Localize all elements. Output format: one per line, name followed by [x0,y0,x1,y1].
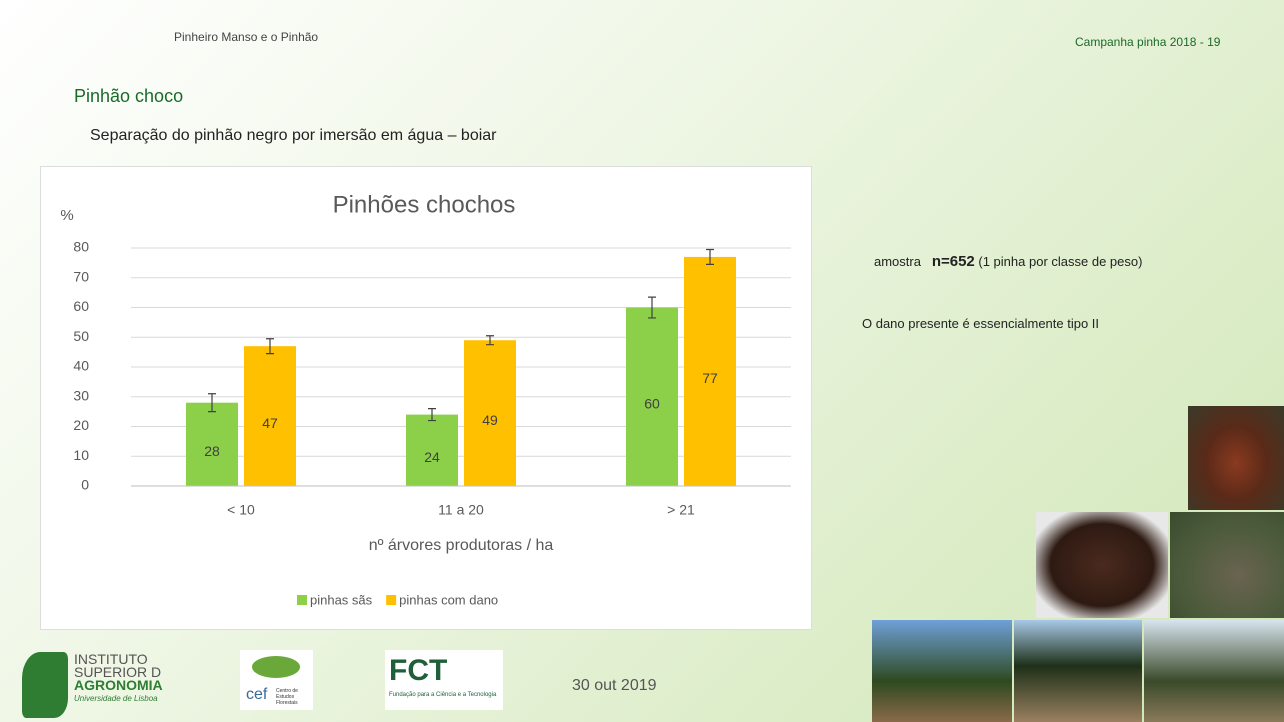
photo [1144,620,1284,722]
text: amostra [874,254,921,269]
text: INSTITUTO [74,651,148,667]
header-right: Campanha pinha 2018 - 19 [1075,35,1221,49]
bar [626,307,678,486]
bar [684,256,736,486]
date: 30 out 2019 [572,677,657,694]
text: Fundação para a Ciência e a Tecnologia [389,692,497,698]
y-tick-label: 40 [73,358,89,374]
x-axis-label: nº árvores produtoras / ha [369,537,554,554]
y-tick-label: 0 [81,477,89,493]
y-tick-label: 20 [73,417,89,433]
data-label: 24 [424,449,440,465]
data-label: 28 [204,443,220,459]
data-label: 77 [702,370,718,386]
x-tick-label: > 21 [667,502,695,518]
text: n=652 [931,253,975,270]
photo [1036,512,1168,618]
legend-label: pinhas sãs [310,592,373,607]
photo [1188,406,1284,510]
y-tick-label: 60 [73,298,89,314]
text: (1 pinha por classe de peso) [978,254,1143,269]
header-left: Pinheiro Manso e o Pinhão [174,30,319,44]
chart-title: Pinhões chochos [333,191,516,218]
photo [872,620,1012,722]
error-bar [428,408,436,422]
data-label: 60 [644,395,660,411]
bar [186,402,238,486]
x-tick-label: < 10 [227,502,255,518]
bar [406,414,458,486]
y-tick-label: 80 [73,239,89,255]
text: AGRONOMIA [74,677,163,693]
logo-fct: FCT Fundação para a Ciência e a Tecnolog… [385,650,503,710]
error-bar [208,393,216,413]
error-bar [648,296,656,319]
y-tick-label: 50 [73,328,89,344]
data-label: 49 [482,412,498,428]
y-tick-label: 70 [73,268,89,284]
y-tick-label: 30 [73,387,89,403]
error-bar [706,248,714,265]
text: SUPERIOR D [74,664,162,680]
y-axis-label: % [60,207,73,224]
data-label: 47 [262,415,278,431]
photo [1014,620,1142,722]
logo-isa-text: INSTITUTO SUPERIOR D AGRONOMIA Universidade… [74,651,163,705]
text: FCT [389,654,448,687]
text: Centro de Estudos Florestais [276,688,298,706]
slide-title: Pinhão choco [74,86,184,106]
sample-note: amostra n=652 (1 pinha por classe de pes… [874,253,1142,270]
bar [464,340,516,486]
error-bar [266,338,274,355]
damage-note: O dano presente é essencialmente tipo II [862,316,1100,331]
legend-label: pinhas com dano [399,592,498,607]
chart: Pinhões chochos % nº árvores produtoras … [40,166,812,630]
photo [1170,512,1284,618]
logo-cef: cef Centro de Estudos Florestais [240,650,313,710]
text: cef [246,686,268,703]
x-tick-label: 11 a 20 [438,502,484,518]
logo-isa [22,652,68,718]
subtitle: Separação do pinhão negro por imersão em… [90,127,497,144]
error-bar [486,335,494,346]
text: Universidade de Lisboa [74,694,158,703]
legend-swatch [386,595,397,605]
bar [244,346,296,486]
y-tick-label: 10 [73,447,89,463]
legend-swatch [297,595,307,605]
